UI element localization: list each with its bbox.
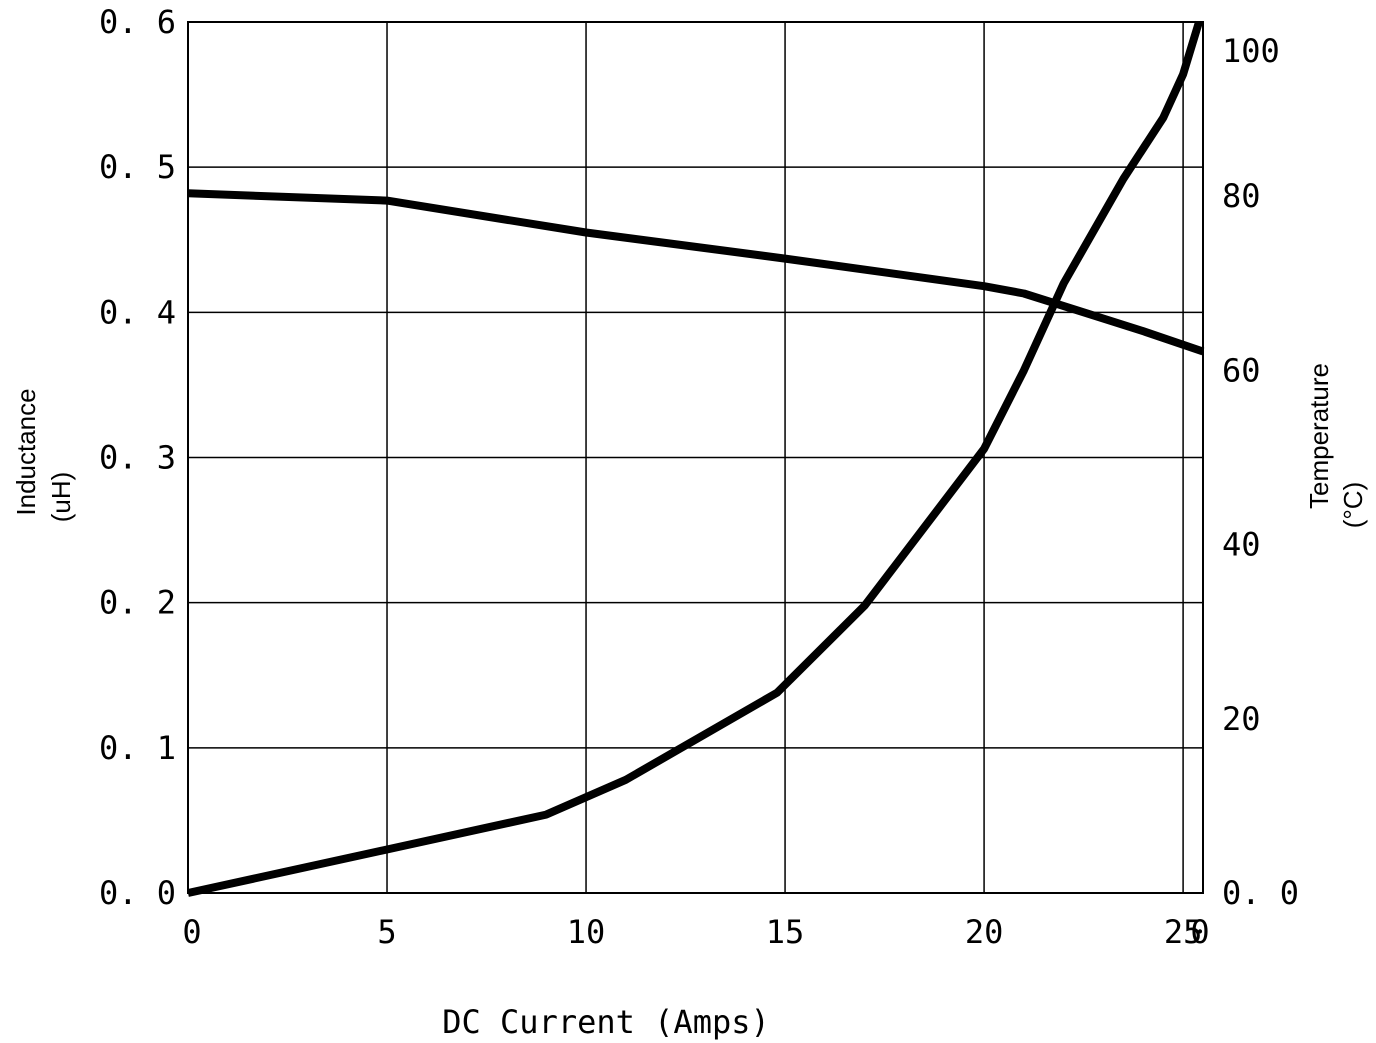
y-left-tick-label-6: 0. 6: [99, 3, 176, 41]
y-right-tick-label-0: 0. 0: [1222, 874, 1299, 912]
y-left-tick-labels: 0. 0 0. 1 0. 2 0. 3 0. 4 0. 5 0. 6: [99, 3, 176, 912]
y-left-tick-label-3: 0. 3: [99, 439, 176, 477]
y-left-tick-label-5: 0. 5: [99, 148, 176, 186]
x-tick-label-4: 20: [965, 913, 1004, 951]
y-right-tick-label-3: 60: [1222, 351, 1261, 389]
y-right-axis-unit: (°C): [1338, 482, 1368, 529]
y-left-tick-label-0: 0. 0: [99, 874, 176, 912]
y-right-tick-label-2: 40: [1222, 526, 1261, 564]
y-left-axis-title: Inductance: [11, 388, 41, 515]
y-left-tick-label-4: 0. 4: [99, 293, 176, 331]
x-end-label: 0: [1190, 913, 1209, 951]
x-tick-label-1: 5: [377, 913, 396, 951]
x-tick-label-5: 25: [1164, 913, 1203, 951]
grid: [187, 21, 1203, 894]
y-left-tick-label-2: 0. 2: [99, 584, 176, 622]
x-tick-label-0: 0: [182, 913, 201, 951]
y-left-tick-label-1: 0. 1: [99, 729, 176, 767]
series-layer: [187, 20, 1205, 897]
x-tick-labels: 0 5 10 15 20 25: [182, 913, 1202, 951]
y-right-tick-label-4: 80: [1222, 177, 1261, 215]
y-right-tick-label-1: 20: [1222, 700, 1261, 738]
y-right-tick-labels: 0. 0 20 40 60 80 100: [1222, 32, 1299, 912]
y-right-axis-title: Temperature: [1304, 363, 1334, 509]
temperature-series-line: [187, 20, 1203, 897]
y-left-axis-unit: (uH): [46, 472, 76, 523]
x-axis-title: DC Current (Amps): [442, 1003, 770, 1041]
plot-frame: [187, 21, 1204, 894]
x-tick-label-3: 15: [766, 913, 805, 951]
inductance-series-line: [187, 189, 1205, 356]
y-right-tick-label-5: 100: [1222, 32, 1280, 70]
x-tick-label-2: 10: [567, 913, 606, 951]
